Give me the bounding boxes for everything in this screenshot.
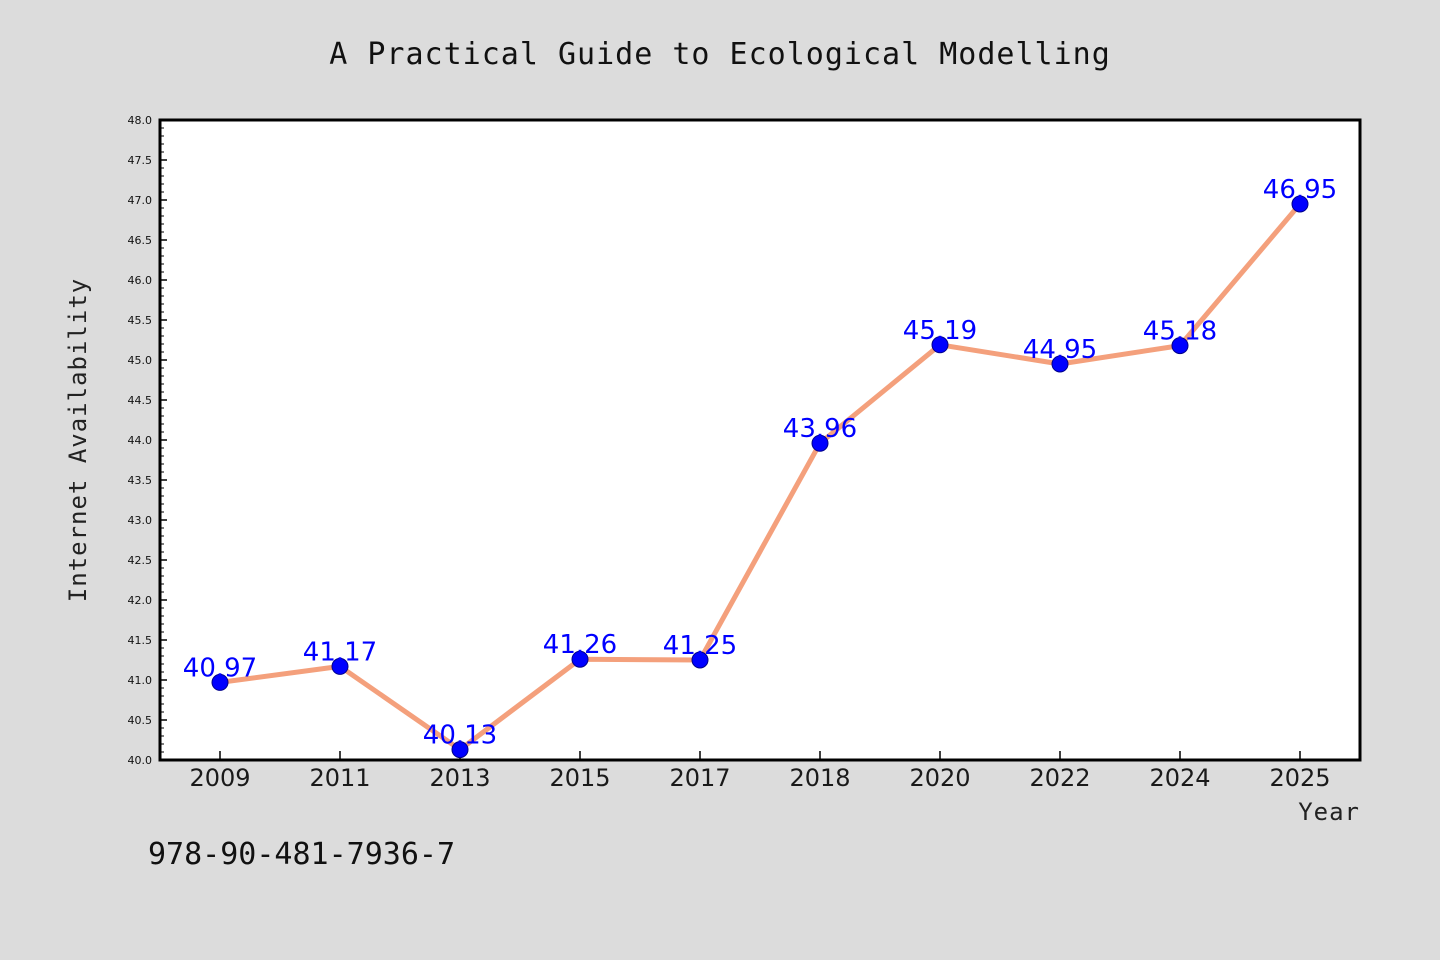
y-tick-label: 43.0 <box>128 514 153 527</box>
data-label: 44.95 <box>1023 335 1097 365</box>
data-point <box>1051 355 1069 373</box>
x-tick-label: 2017 <box>669 764 730 792</box>
y-tick-label: 45.5 <box>128 314 153 327</box>
data-labels: 40.97 41.17 40.13 41.26 41.25 43.96 45.19 44.95… <box>183 175 1337 751</box>
data-label: 46.95 <box>1263 175 1337 205</box>
isbn-text: 978-90-481-7936-7 <box>148 837 455 872</box>
data-point <box>211 673 229 691</box>
y-tick-label: 40.0 <box>128 754 153 767</box>
data-point <box>691 651 709 669</box>
data-label: 40.97 <box>183 653 257 683</box>
data-label: 41.26 <box>543 630 617 660</box>
x-tick-label: 2011 <box>309 764 370 792</box>
data-point <box>931 336 949 354</box>
y-tick-label: 43.5 <box>128 474 153 487</box>
data-point <box>331 657 349 675</box>
y-tick-label: 46.0 <box>128 274 153 287</box>
data-label: 41.17 <box>303 637 377 667</box>
y-tick-label: 46.5 <box>128 234 153 247</box>
y-tick-label: 44.0 <box>128 434 153 447</box>
x-axis-label: Year <box>1298 798 1360 826</box>
y-axis-label: Internet Availability <box>64 278 92 602</box>
series-layer <box>211 195 1309 759</box>
y-tick-label: 45.0 <box>128 354 153 367</box>
x-tick-label: 2015 <box>549 764 610 792</box>
y-tick-label: 41.0 <box>128 674 153 687</box>
x-tick-label: 2013 <box>429 764 490 792</box>
data-label: 45.18 <box>1143 317 1217 347</box>
x-axis: 2009 2011 2013 2015 2017 2018 2020 2022 2024 2025 <box>189 751 1331 792</box>
series-line <box>217 201 1303 753</box>
data-label: 43.96 <box>783 414 857 444</box>
y-tick-label: 42.0 <box>128 594 153 607</box>
y-tick-label: 42.5 <box>128 554 153 567</box>
data-point <box>811 434 829 452</box>
y-tick-label: 48.0 <box>128 114 153 127</box>
y-tick-label: 40.5 <box>128 714 153 727</box>
data-label: 41.25 <box>663 631 737 661</box>
x-tick-label: 2009 <box>189 764 250 792</box>
y-tick-label: 47.0 <box>128 194 153 207</box>
y-tick-label: 41.5 <box>128 634 153 647</box>
data-point <box>571 650 589 668</box>
data-point <box>1291 195 1309 213</box>
chart-title: A Practical Guide to Ecological Modellin… <box>329 37 1111 72</box>
data-label: 45.19 <box>903 316 977 346</box>
x-tick-label: 2022 <box>1029 764 1090 792</box>
data-label: 40.13 <box>423 721 497 751</box>
x-tick-label: 2018 <box>789 764 850 792</box>
x-tick-label: 2024 <box>1149 764 1210 792</box>
data-point <box>451 741 469 759</box>
x-tick-label: 2020 <box>909 764 970 792</box>
y-axis: 40.0 40.5 41.0 41.5 42.0 42.5 43.0 43.5 44.0 44.5… <box>128 114 167 767</box>
y-tick-label: 44.5 <box>128 394 153 407</box>
data-point <box>1171 337 1189 355</box>
plot-area <box>158 118 1362 762</box>
x-tick-label: 2025 <box>1269 764 1330 792</box>
y-tick-label: 47.5 <box>128 154 153 167</box>
